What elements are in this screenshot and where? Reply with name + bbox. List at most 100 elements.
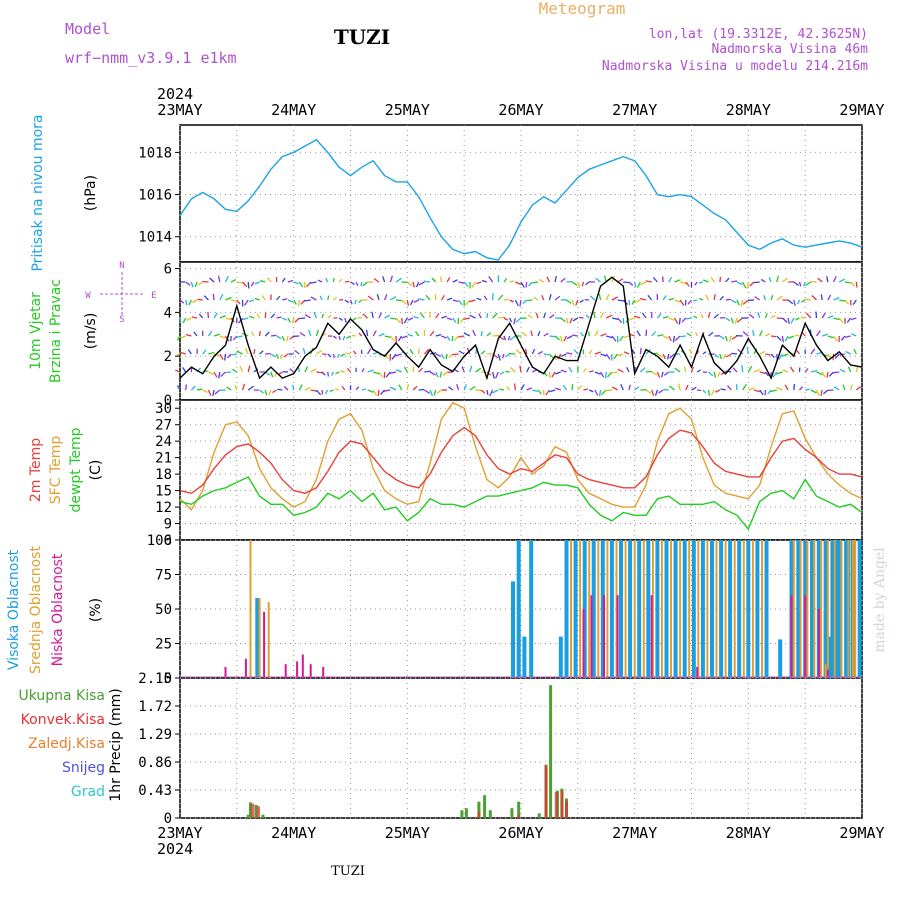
date-tick-bottom: 29MAY — [839, 824, 884, 842]
cloud-bar — [833, 540, 836, 678]
cloud-bar — [682, 540, 687, 678]
cloud-bar — [796, 540, 801, 678]
precip-bar — [464, 808, 468, 818]
elevation-label: Nadmorska Visina 46m — [711, 42, 868, 57]
cloud-bar — [691, 540, 696, 678]
cloud-bar — [828, 636, 833, 678]
precip-bar — [477, 811, 481, 818]
cloud-bar — [591, 540, 596, 678]
ytick-precip: 0 — [164, 811, 172, 827]
precip-bar — [544, 765, 548, 818]
cloud-bar — [847, 540, 850, 678]
cloud-bar — [511, 581, 515, 678]
model-name: wrf−nmm_v3.9.1 e1km — [65, 49, 237, 67]
cloud-bar — [603, 595, 605, 678]
ytick-temp: 18 — [155, 467, 172, 483]
cloud-bar — [642, 540, 645, 678]
cloud-bar — [633, 540, 636, 678]
precip-bar — [517, 814, 521, 818]
cloud-bar — [582, 540, 587, 678]
cloud-bar — [258, 598, 261, 678]
ytick-temp: 27 — [155, 418, 172, 434]
pressure-line — [179, 138, 863, 261]
date-tick-top: 23MAY — [157, 101, 202, 119]
precip-legend-1: Ukupna Kisa — [18, 688, 105, 704]
cloud-bar — [710, 540, 714, 678]
cloud-bar — [309, 664, 312, 678]
ytick-wind: 6 — [164, 262, 172, 278]
precip-bar — [257, 806, 260, 818]
cloud-bar — [820, 540, 823, 678]
date-tick-top: 24MAY — [271, 101, 316, 119]
cloud-bar — [706, 540, 709, 678]
precip-bar — [549, 685, 553, 818]
cloud-bar — [600, 540, 605, 678]
grid-pressure — [175, 125, 863, 262]
ytick-pressure: 1014 — [138, 230, 172, 246]
cloud-bar — [737, 540, 742, 678]
cloud-bar — [579, 540, 582, 678]
cloud-bar — [255, 598, 260, 678]
cloud-bar — [263, 611, 266, 678]
model-label: Model — [65, 20, 110, 38]
precip-bar — [261, 814, 265, 818]
precip-bar — [554, 792, 558, 818]
date-tick-bottom: 27MAY — [612, 824, 657, 842]
ytick-precip: 1.29 — [138, 727, 172, 743]
sfc-temp-line — [179, 401, 863, 511]
cloud-bar — [724, 540, 727, 678]
cloud-bar — [755, 540, 760, 678]
ytick-temp: 9 — [164, 517, 172, 533]
cloud-bar — [761, 540, 763, 678]
cloud-bar — [516, 540, 521, 678]
precip-bar — [246, 814, 250, 818]
cloud-bar — [244, 658, 247, 678]
cloud-label-low: Niska Oblacnost — [50, 553, 66, 666]
cloud-bar — [799, 540, 802, 678]
cloud-bar — [582, 609, 585, 678]
cloud-bar — [615, 540, 618, 678]
cloud-bar — [670, 540, 672, 678]
ytick-precip: 0.43 — [138, 783, 172, 799]
cloud-bar — [249, 540, 252, 678]
ytick-cloud: 100 — [147, 533, 172, 549]
ytick-temp: 30 — [155, 401, 172, 417]
cloud-bar — [522, 636, 527, 678]
cloud-bar — [564, 540, 569, 678]
cloud-bar — [688, 540, 691, 678]
ytick-temp: 12 — [155, 500, 172, 516]
cloud-bar — [824, 664, 827, 678]
cloud-bar — [778, 639, 783, 678]
temp-label-2m: 2m Temp — [28, 438, 44, 502]
station-title: TUZI — [334, 25, 390, 49]
wind-speed-line — [179, 276, 863, 381]
cloud-bar — [746, 540, 751, 678]
cloud-bar — [570, 540, 572, 678]
cloud-bar — [804, 595, 807, 678]
precip-series-2 — [251, 765, 568, 818]
precip-bar — [517, 801, 521, 818]
cloud-bar — [588, 540, 591, 678]
temp-label-dewpt: dewpt Temp — [68, 427, 84, 512]
cloud-unit: (%) — [88, 598, 104, 622]
date-tick-bottom: 25MAY — [385, 824, 430, 842]
cloud-bar — [810, 540, 814, 678]
cloud-bar — [806, 540, 809, 678]
precip-legend-2: Konvek.Kisa — [21, 712, 105, 728]
cloud-bar — [609, 540, 614, 678]
model-elevation-label: Nadmorska Visina u modelu 214.216m — [602, 59, 868, 74]
cloud-bar — [844, 540, 849, 678]
cloud-label-mid: Srednja Oblacnost — [28, 546, 44, 674]
cloud-bar — [558, 636, 563, 678]
precip-bar — [254, 805, 258, 818]
precip-unit: 1hr Precip (mm) — [108, 688, 124, 801]
cloud-bar — [624, 540, 627, 678]
cloud-bar — [637, 540, 642, 678]
date-tick-bottom: 28MAY — [726, 824, 771, 842]
cloud-series-1 — [255, 540, 862, 678]
ytick-wind: 4 — [164, 305, 172, 321]
cloud-bar — [650, 595, 653, 678]
wind-unit: (m/s) — [83, 313, 99, 350]
cloud-bar — [616, 595, 619, 678]
precip-bar — [537, 813, 541, 818]
